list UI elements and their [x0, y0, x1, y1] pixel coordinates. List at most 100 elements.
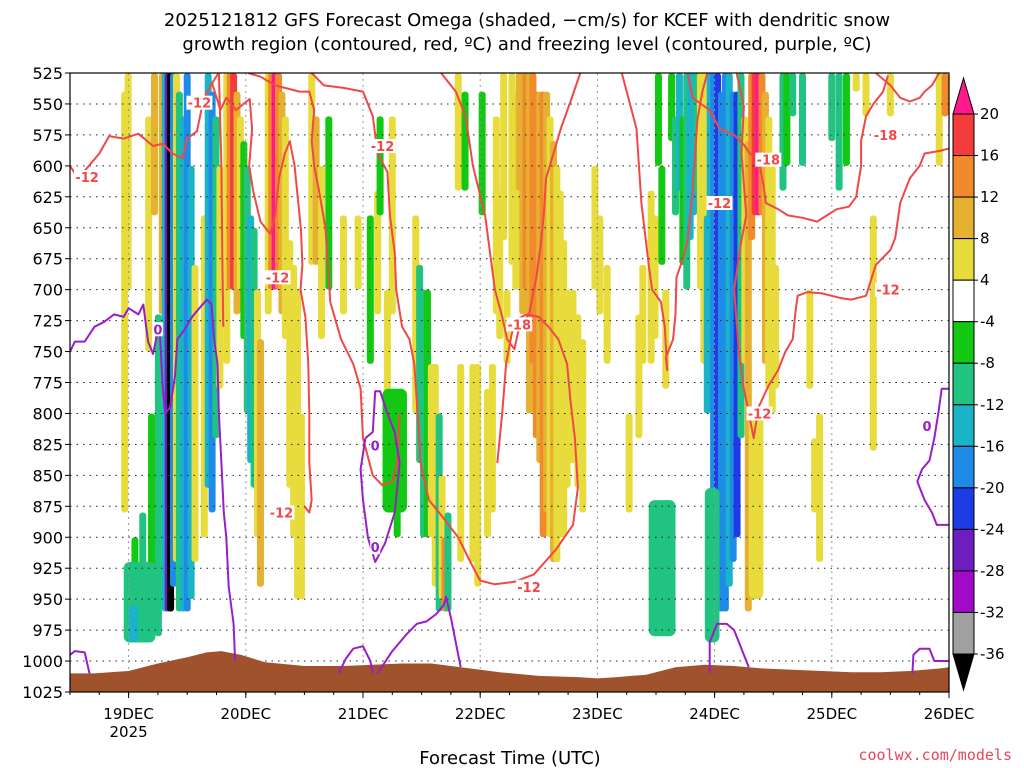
omega-band [828, 73, 836, 142]
y-tick-label: 625 [32, 188, 63, 207]
colorbar-swatch [952, 570, 975, 613]
y-tick-label: 550 [32, 95, 63, 114]
omega-band [935, 73, 943, 166]
omega-band [317, 165, 325, 340]
contour-label: -18 [874, 129, 898, 144]
y-tick-label: 800 [32, 404, 63, 423]
omega-band [488, 363, 496, 513]
omega-band [852, 73, 860, 92]
contour-label: 0 [371, 541, 380, 556]
colorbar-swatch [952, 196, 975, 240]
y-tick-label: 575 [32, 126, 63, 145]
omega-band [150, 73, 158, 216]
freezing-level-contour [70, 298, 237, 662]
y-tick-label: 975 [32, 621, 63, 640]
omega-band [862, 73, 870, 117]
contour-label: -12 [188, 97, 212, 112]
contour-label-bg [369, 139, 396, 154]
y-tick-label: 1000 [22, 652, 63, 671]
freezing-level-contour [911, 647, 949, 674]
omega-blob [128, 605, 139, 643]
x-tick-label: 26DEC [924, 705, 975, 723]
contour-label: -12 [75, 171, 99, 186]
colorbar-swatch [952, 321, 975, 364]
colorbar-label: -28 [980, 562, 1005, 580]
contour-label: -18 [757, 154, 781, 169]
y-tick-label: 650 [32, 219, 63, 238]
omega-band [339, 215, 347, 315]
x-tick-label: 19DEC [103, 705, 154, 723]
omega-band [799, 73, 806, 166]
x-tick-label: 23DEC [572, 705, 623, 723]
dgz-contour [310, 73, 579, 586]
contour-label: 0 [923, 420, 932, 435]
omega-band [500, 73, 508, 241]
colorbar-label: 4 [980, 271, 990, 289]
contour-label-bg [516, 579, 543, 594]
colorbar-label: 8 [980, 230, 990, 248]
y-tick-label: 825 [32, 435, 63, 454]
freezing-level-contour [337, 645, 374, 674]
colorbar-swatch [952, 487, 975, 530]
colorbar-swatch [952, 238, 975, 281]
y-tick-label: 725 [32, 312, 63, 331]
dgz-contour [875, 73, 941, 103]
omega-band [772, 264, 780, 389]
contour-label-bg [706, 195, 733, 210]
colorbar-swatch [952, 404, 975, 447]
dgz-contour [620, 73, 709, 372]
omega-band [374, 190, 382, 315]
omega-band [579, 339, 587, 513]
freezing-level-contour [708, 622, 750, 674]
x-tick-label: 20DEC [221, 705, 272, 723]
contour-label: -12 [708, 197, 732, 212]
omega-band [354, 215, 362, 290]
x-axis-label: Forecast Time (UTC) [419, 748, 600, 768]
colorbar-label: -12 [980, 396, 1005, 414]
contour-label-bg [506, 317, 533, 332]
omega-band [639, 264, 647, 364]
contour-label-bg [74, 169, 101, 184]
x-tick-label: 21DEC [338, 705, 389, 723]
contour-label: -12 [517, 581, 541, 596]
contour-label-bg [874, 282, 901, 297]
contour-label-bg [872, 127, 899, 142]
dgz-contour [686, 73, 889, 223]
omega-blob [704, 487, 720, 643]
colorbar-label: 20 [980, 105, 999, 123]
contour-label-bg [922, 418, 933, 433]
dgz-contour [217, 73, 225, 327]
omega-band [191, 264, 199, 563]
omega-band [563, 289, 571, 488]
omega-band [625, 413, 633, 513]
plot-area: -12 -12 -12 -12 -12 -18 -12 -12 -18 -12 -18 -12 0 0 0 0 [69, 72, 950, 693]
colorbar-label: -36 [980, 645, 1005, 663]
y-tick-label: 900 [32, 528, 63, 547]
omega-blob [382, 388, 407, 513]
freezing-level-contour [916, 387, 949, 526]
chart-title-line-1: 2025121812 GFS Forecast Omega (shaded, −… [164, 10, 890, 31]
omega-band [783, 73, 791, 166]
contour-label-bg [152, 322, 163, 337]
chart-title-line-2: growth region (contoured, red, ºC) and f… [182, 34, 871, 55]
contour-label-bg [370, 438, 381, 453]
contour-label-bg [264, 270, 291, 285]
colorbar-label: -24 [980, 520, 1005, 538]
omega-band [596, 215, 604, 315]
colorbar-top-arrow [952, 76, 975, 115]
colorbar-label: -8 [980, 354, 995, 372]
colorbar-swatch [952, 362, 975, 406]
colorbar-swatch [952, 528, 975, 572]
credit-link[interactable]: coolwx.com/models [858, 746, 1012, 764]
contour-label-bg [186, 95, 213, 110]
omega-band [474, 363, 482, 587]
freezing-level-contour [70, 650, 91, 674]
omega-band [869, 215, 877, 451]
dgz-contour [247, 73, 401, 487]
omega-band [325, 116, 333, 290]
omega-band [145, 116, 153, 352]
y-tick-label: 675 [32, 250, 63, 269]
y-tick-label: 950 [32, 590, 63, 609]
omega-band [886, 73, 894, 117]
